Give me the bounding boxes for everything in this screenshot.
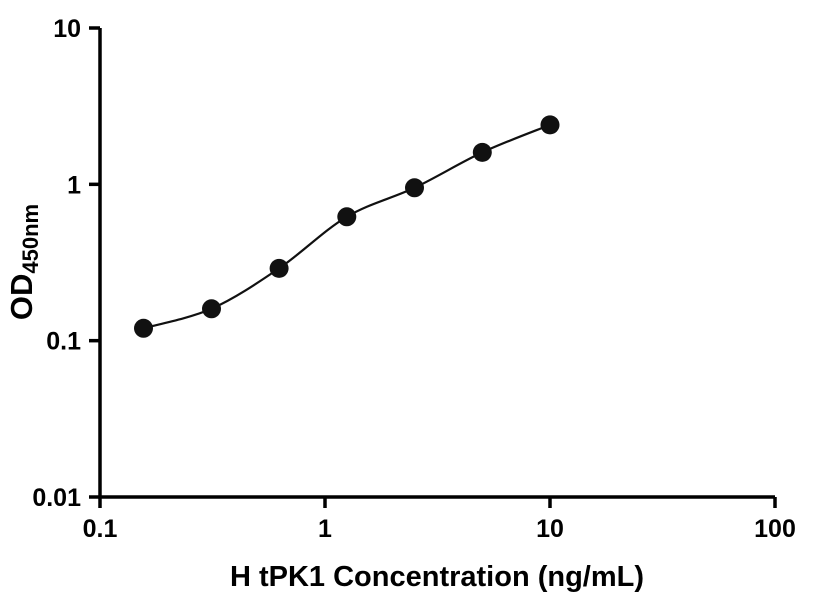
- y-tick-label: 0.1: [46, 328, 81, 356]
- data-point: [405, 178, 424, 198]
- x-tick-label: 1: [318, 515, 332, 543]
- data-point: [540, 115, 560, 135]
- x-tick-label: 100: [754, 515, 796, 543]
- x-axis-title: H tPK1 Concentration (ng/mL): [230, 561, 644, 593]
- y-axis-title-main: OD: [4, 274, 39, 321]
- y-tick-label: 1: [67, 171, 81, 199]
- data-point: [134, 318, 153, 338]
- y-tick-label: 0.01: [32, 484, 81, 512]
- y-axis-title: OD450nm: [4, 204, 43, 320]
- data-point: [269, 258, 289, 278]
- x-tick-label: 0.1: [83, 515, 118, 543]
- y-tick-label: 10: [53, 15, 81, 43]
- data-point: [202, 299, 221, 319]
- axes-frame: [98, 28, 775, 499]
- data-point: [472, 142, 492, 162]
- x-tick-label: 10: [536, 515, 564, 543]
- y-axis-title-sub: 450nm: [18, 204, 43, 274]
- data-point: [337, 207, 357, 227]
